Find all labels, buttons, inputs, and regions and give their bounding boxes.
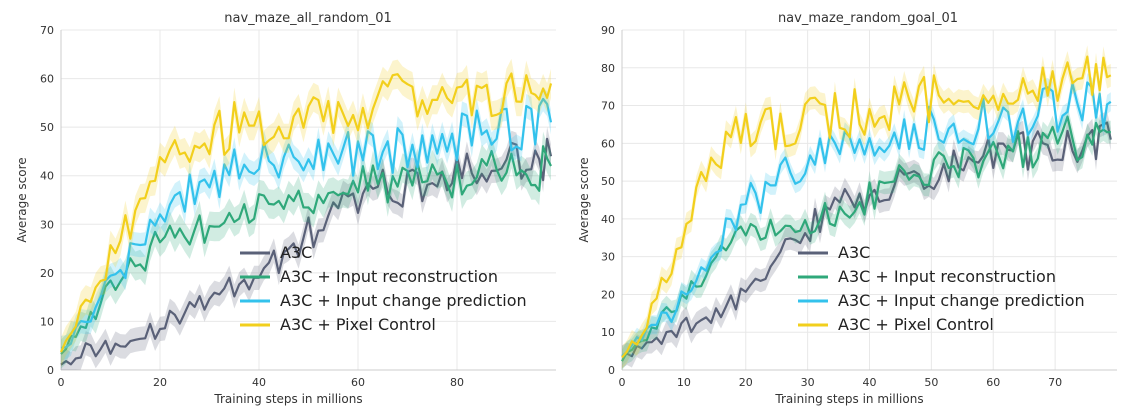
x-tick-label: 60 bbox=[986, 376, 1000, 389]
y-tick-label: 20 bbox=[40, 267, 54, 280]
legend: A3C A3C + Input reconstruction A3C + Input… bbox=[798, 243, 1085, 334]
y-axis-label: Average score bbox=[577, 157, 591, 242]
y-tick-label: 60 bbox=[601, 137, 615, 150]
series-line-4 bbox=[621, 55, 1112, 359]
x-tick-label: 0 bbox=[619, 376, 626, 389]
legend-label-1: A3C bbox=[838, 243, 870, 262]
y-tick-label: 50 bbox=[601, 175, 615, 188]
x-axis-label: Training steps in millions bbox=[774, 392, 923, 406]
legend-label-4: A3C + Pixel Control bbox=[838, 315, 994, 334]
y-tick-label: 80 bbox=[601, 62, 615, 75]
series-band-1 bbox=[61, 126, 551, 370]
series-band-1 bbox=[622, 111, 1111, 369]
legend-label-1: A3C bbox=[280, 243, 312, 262]
x-tick-label: 80 bbox=[450, 376, 464, 389]
x-tick-label: 10 bbox=[677, 376, 691, 389]
x-tick-label: 60 bbox=[351, 376, 365, 389]
y-tick-label: 70 bbox=[601, 100, 615, 113]
y-tick-label: 60 bbox=[40, 73, 54, 86]
y-tick-label: 30 bbox=[40, 218, 54, 231]
legend: A3C A3C + Input reconstruction A3C + Input… bbox=[240, 243, 527, 334]
legend-label-3: A3C + Input change prediction bbox=[838, 291, 1085, 310]
y-tick-label: 50 bbox=[40, 121, 54, 134]
x-tick-label: 20 bbox=[739, 376, 753, 389]
series-line-2 bbox=[621, 115, 1111, 362]
x-tick-label: 30 bbox=[801, 376, 815, 389]
legend-label-2: A3C + Input reconstruction bbox=[280, 267, 498, 286]
series-line-3 bbox=[60, 97, 553, 350]
y-tick-label: 70 bbox=[40, 24, 54, 37]
series-line-2 bbox=[60, 145, 552, 355]
chart-title: nav_maze_all_random_01 bbox=[224, 11, 392, 26]
y-tick-label: 40 bbox=[40, 170, 54, 183]
legend-label-2: A3C + Input reconstruction bbox=[838, 267, 1056, 286]
y-tick-label: 10 bbox=[601, 326, 615, 339]
y-tick-label: 40 bbox=[601, 213, 615, 226]
chart-1: 0 10 20 30 40 50 60 70 0 20 40 60 80 nav_maze_all_ran… bbox=[15, 11, 556, 406]
y-tick-label: 0 bbox=[47, 364, 54, 377]
x-tick-label: 40 bbox=[252, 376, 266, 389]
legend-label-4: A3C + Pixel Control bbox=[280, 315, 436, 334]
series-line-1 bbox=[621, 121, 1112, 358]
x-tick-label: 20 bbox=[153, 376, 167, 389]
y-tick-label: 30 bbox=[601, 251, 615, 264]
y-tick-label: 10 bbox=[40, 315, 54, 328]
x-tick-label: 70 bbox=[1048, 376, 1062, 389]
series-line-1 bbox=[60, 137, 553, 366]
x-axis-label: Training steps in millions bbox=[213, 392, 362, 406]
series-line-4 bbox=[59, 72, 553, 353]
legend-label-3: A3C + Input change prediction bbox=[280, 291, 527, 310]
y-tick-label: 0 bbox=[608, 364, 615, 377]
series-band-2 bbox=[61, 131, 551, 369]
chart-title: nav_maze_random_goal_01 bbox=[778, 11, 958, 26]
series-band-3 bbox=[622, 73, 1111, 366]
y-tick-label: 20 bbox=[601, 288, 615, 301]
x-tick-label: 0 bbox=[58, 376, 65, 389]
y-axis-label: Average score bbox=[15, 157, 29, 242]
y-tick-label: 90 bbox=[601, 24, 615, 37]
series-line-3 bbox=[621, 81, 1112, 357]
chart-2: 0 10 20 30 40 50 60 70 80 90 0 10 20 30 40 50 60 70 nav_ma… bbox=[577, 11, 1117, 406]
x-tick-label: 40 bbox=[863, 376, 877, 389]
x-tick-label: 50 bbox=[924, 376, 938, 389]
